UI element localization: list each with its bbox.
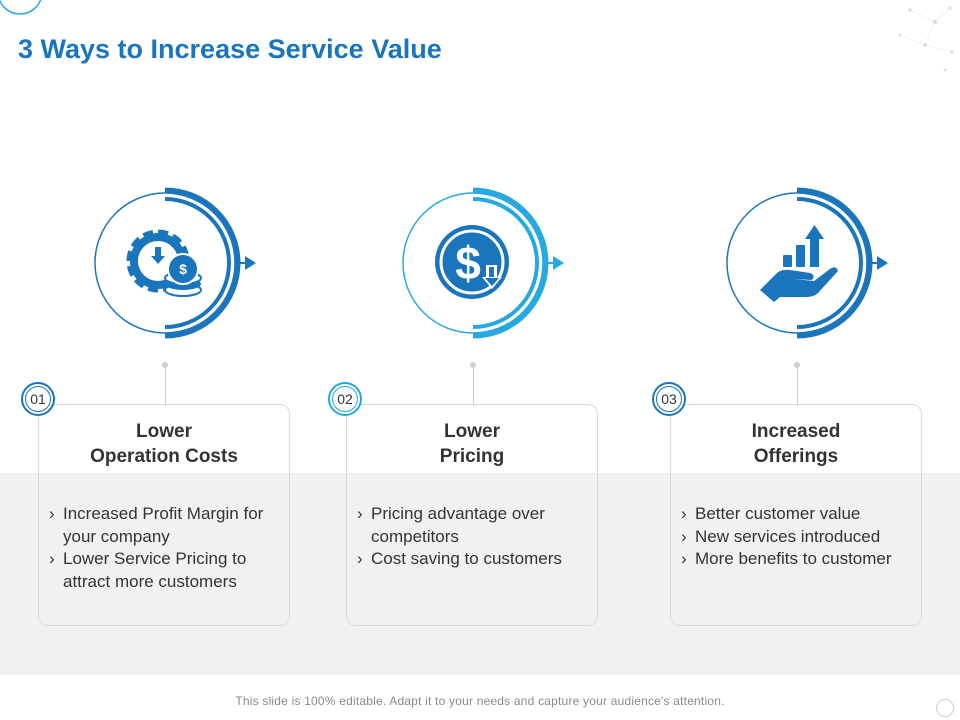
card-lower-operation-costs: Lower Operation Costs Increased Profit M… [38,404,290,626]
connector-dot-1 [162,362,168,368]
gear-coins-icon: $ [126,229,202,297]
connector-line-3 [797,368,798,406]
connector-line-1 [165,368,166,406]
card-title: Increased Offerings [671,419,921,469]
svg-text:$: $ [455,237,481,289]
card-title-line2: Operation Costs [90,446,238,467]
network-dots-decoration [898,6,954,72]
card-increased-offerings: Increased Offerings Better customer valu… [670,404,922,626]
bullet-list: Better customer value New services intro… [679,503,917,571]
page-corner-circle [936,699,954,717]
icon-circle-1: $ [94,187,256,339]
connector-line-2 [473,368,474,406]
svg-text:$: $ [179,261,187,277]
corner-circle-decoration [0,0,42,15]
bullet-item: More benefits to customer [679,548,917,571]
bullet-list: Increased Profit Margin for your company… [47,503,285,593]
number-badge-1: 01 [21,382,55,416]
card-title: Lower Pricing [347,419,597,469]
bullet-item: Lower Service Pricing to attract more cu… [47,548,285,593]
card-title-line2: Pricing [439,446,505,467]
icon-circle-3 [726,187,888,339]
card-title-line2: Offerings [753,446,839,467]
bullet-list: Pricing advantage over competitors Cost … [355,503,593,571]
bullet-item: Pricing advantage over competitors [355,503,593,548]
card-lower-pricing: Lower Pricing Pricing advantage over com… [346,404,598,626]
badge-number: 02 [332,386,358,412]
icon-circle-2: $ [402,187,564,339]
card-title: Lower Operation Costs [39,419,289,469]
number-badge-3: 03 [652,382,686,416]
page-title: 3 Ways to Increase Service Value [18,34,442,64]
bullet-item: Cost saving to customers [355,548,593,571]
connector-dot-3 [794,362,800,368]
footer-note: This slide is 100% editable. Adapt it to… [235,694,725,708]
connector-dot-2 [470,362,476,368]
bullet-item: New services introduced [679,526,917,549]
bullet-item: Better customer value [679,503,917,526]
card-title-line1: Increased [751,421,841,442]
bullet-item: Increased Profit Margin for your company [47,503,285,548]
dollar-down-icon: $ [435,225,509,299]
card-title-line1: Lower [136,421,192,442]
hand-growth-icon [760,225,838,302]
badge-number: 03 [656,386,682,412]
badge-number: 01 [25,386,51,412]
card-title-line1: Lower [444,421,500,442]
number-badge-2: 02 [328,382,362,416]
